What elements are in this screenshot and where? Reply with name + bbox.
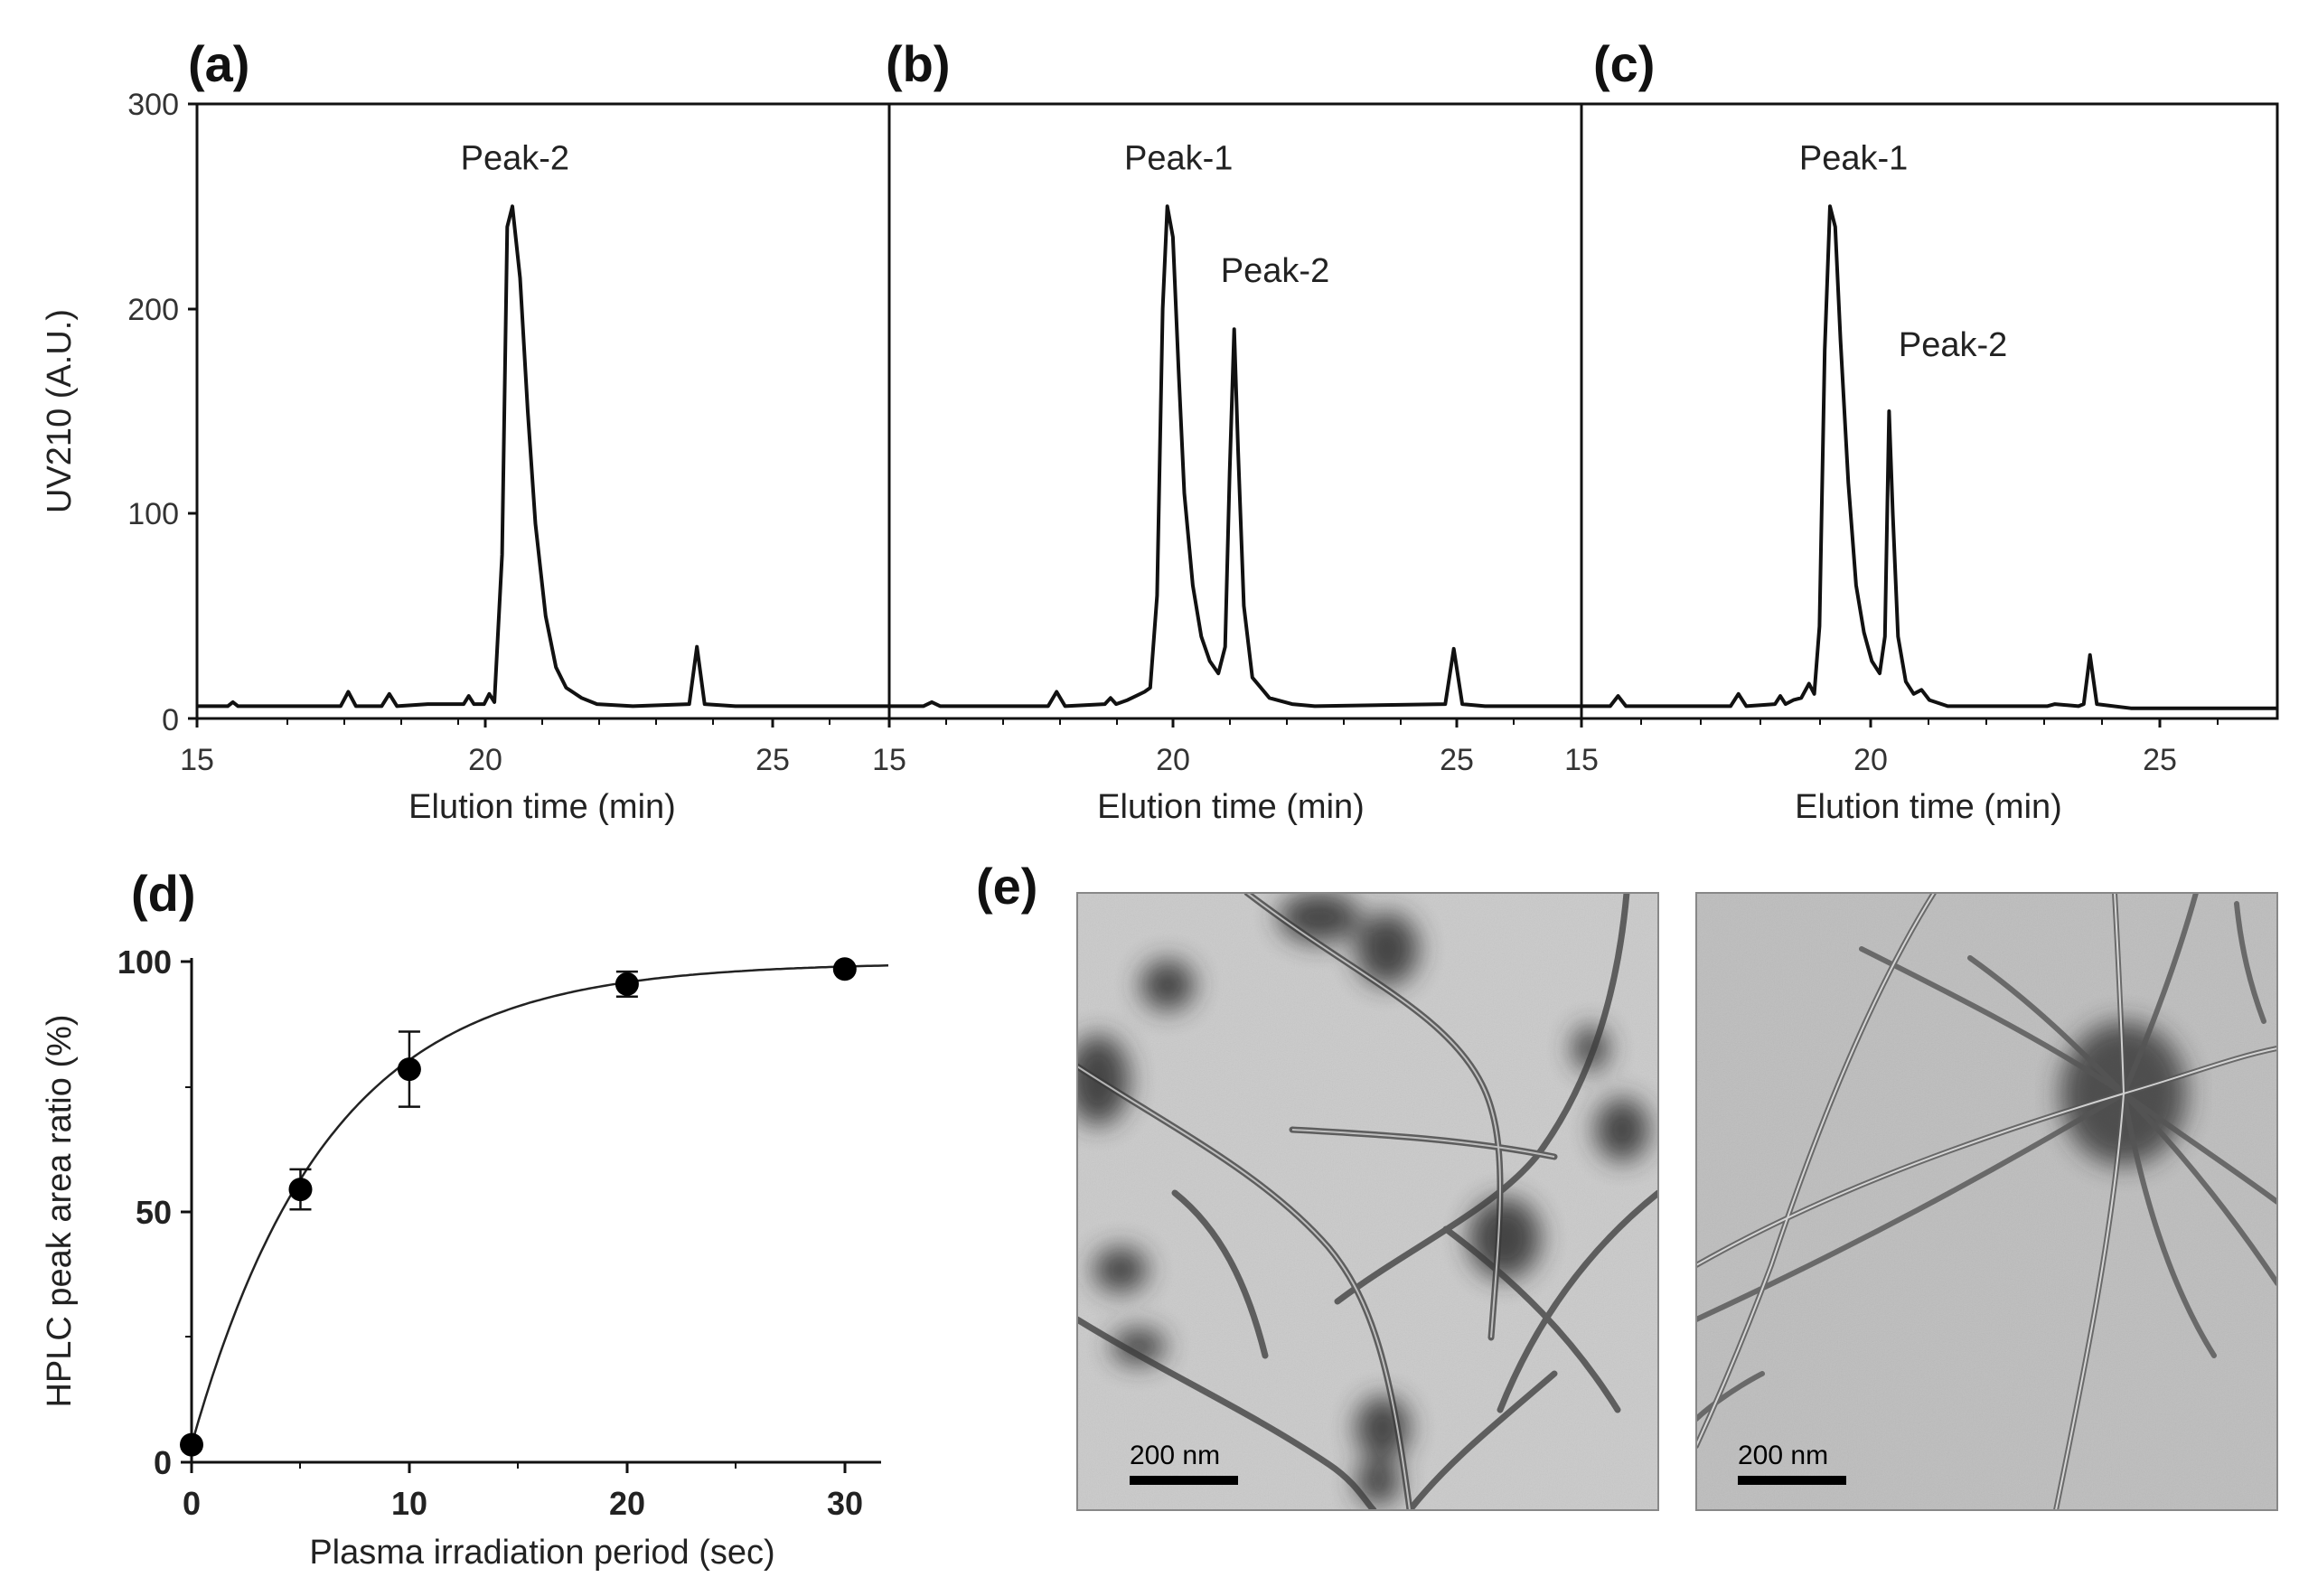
xtick-label: 25 — [1440, 743, 1474, 777]
data-point — [288, 1178, 313, 1202]
data-point — [180, 1432, 203, 1457]
y-axis-abc: 0 100 200 300 UV210 (A.U.) — [41, 88, 197, 737]
scale-bar-label: 200 nm — [1738, 1441, 1828, 1470]
y-axis-title-d: HPLC peak area ratio (%) — [41, 1014, 79, 1407]
data-point — [832, 957, 857, 981]
xtick-label: 30 — [827, 1485, 863, 1522]
xtick-label: 25 — [755, 743, 790, 777]
scale-bar-label: 200 nm — [1130, 1441, 1220, 1470]
x-axis-title-c: Elution time (min) — [1795, 788, 2062, 826]
panel-d: (d) 0 50 100 HPLC peak area ratio (%) 0 … — [41, 865, 889, 1572]
chromatogram-trace-c — [1581, 204, 2277, 710]
ytick-label: 300 — [127, 88, 179, 122]
x-axis-title-b: Elution time (min) — [1097, 788, 1365, 826]
xtick-label: 15 — [1564, 743, 1599, 777]
ytick-label: 0 — [154, 1444, 172, 1481]
panel-e: (e) — [976, 858, 2278, 1511]
peak-1-label: Peak-1 — [1124, 140, 1233, 178]
xtick-label: 15 — [180, 743, 214, 777]
chromatogram-trace-b — [889, 204, 1581, 709]
panel-b: (b) 15 20 25 Elution time (min) Peak-1 P… — [872, 35, 1581, 826]
scale-bar — [1130, 1476, 1238, 1485]
fit-curve — [190, 964, 889, 1445]
xtick-label: 0 — [183, 1485, 201, 1522]
xtick-label: 20 — [1853, 743, 1888, 777]
data-point — [397, 1057, 421, 1082]
x-axis-title-d: Plasma irradiation period (sec) — [309, 1534, 774, 1572]
panel-label-b: (b) — [886, 35, 951, 92]
xtick-label: 25 — [2143, 743, 2177, 777]
ytick-label: 100 — [117, 944, 172, 981]
ytick-label: 100 — [127, 497, 179, 531]
y-axis-title-abc: UV210 (A.U.) — [41, 309, 79, 513]
xtick-label: 20 — [468, 743, 502, 777]
peak-2-label: Peak-2 — [1221, 252, 1329, 290]
data-point — [615, 972, 639, 996]
scale-bar — [1738, 1476, 1846, 1485]
data-points — [180, 957, 857, 1457]
panel-label-e: (e) — [976, 858, 1037, 915]
panel-label-d: (d) — [131, 865, 196, 922]
ytick-label: 0 — [162, 703, 179, 737]
chromatogram-frame — [195, 102, 2279, 720]
panel-c: (c) 15 20 25 Elution time (min) Peak-1 P… — [1564, 35, 2277, 826]
micrograph-right: 200 nm — [1695, 892, 2278, 1511]
xtick-label: 15 — [872, 743, 906, 777]
x-axis-title-a: Elution time (min) — [408, 788, 676, 826]
chromatogram-trace-a — [197, 204, 889, 709]
panel-label-a: (a) — [188, 35, 249, 92]
peak-2-label: Peak-2 — [461, 140, 569, 178]
panel-label-c: (c) — [1593, 35, 1655, 92]
ytick-label: 50 — [136, 1194, 172, 1231]
xtick-label: 10 — [391, 1485, 427, 1522]
ytick-label: 200 — [127, 293, 179, 327]
peak-1-label: Peak-1 — [1799, 140, 1908, 178]
peak-2-label: Peak-2 — [1899, 326, 2007, 364]
xtick-label: 20 — [609, 1485, 645, 1522]
panel-a: (a) 15 20 25 Elution time (min) Peak-2 — [180, 35, 889, 826]
chromatogram-panels: 0 100 200 300 UV210 (A.U.) (a) 15 20 25 … — [41, 35, 2279, 826]
micrograph-left: 200 nm — [1076, 892, 1659, 1511]
xtick-label: 20 — [1156, 743, 1190, 777]
